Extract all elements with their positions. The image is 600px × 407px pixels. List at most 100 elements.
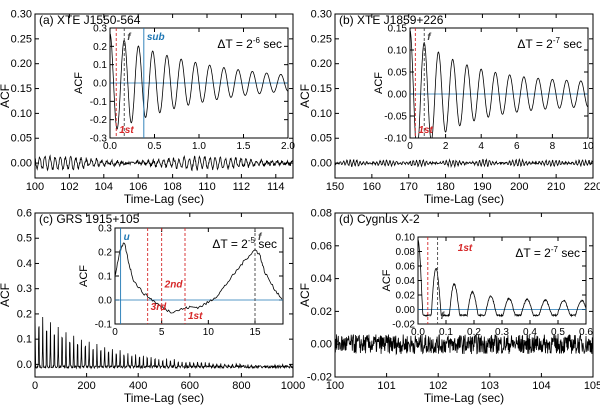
inset-a-ytick-label: 0.0 bbox=[93, 79, 107, 90]
panel-c-xlabel: Time-Lag (sec) bbox=[124, 391, 204, 405]
inset-b-ytick-label: -0.10 bbox=[384, 134, 407, 145]
inset-b-xtick-label: 0 bbox=[407, 141, 413, 152]
inset-a-series bbox=[109, 33, 288, 130]
panel-d-xtick-label: 103 bbox=[481, 380, 499, 392]
panel-c-ytick-label: 0.0 bbox=[17, 359, 32, 371]
panel-a-xtick-label: 110 bbox=[198, 181, 216, 193]
panel-a-title: (a) XTE J1550-564 bbox=[39, 13, 141, 27]
inset-a-xtick-label: 0.5 bbox=[148, 141, 162, 152]
inset-d-xtick-label: 0.4 bbox=[523, 327, 537, 338]
panel-b-ytick-label: 0.30 bbox=[311, 9, 332, 21]
inset-c-xtick-label: 15 bbox=[249, 327, 261, 338]
panel-b-xlabel: Time-Lag (sec) bbox=[424, 192, 504, 206]
inset-a-annotation: ΔT = 2-6 sec bbox=[217, 36, 282, 51]
inset-b-xtick-label: 2 bbox=[443, 141, 449, 152]
panel-c-ytick-label: 0.6 bbox=[17, 208, 32, 220]
panel-d-xlabel: Time-Lag (sec) bbox=[424, 391, 504, 405]
panel-c-ytick-label: 0.3 bbox=[17, 283, 32, 295]
panel-d-xtick-label: 105 bbox=[584, 380, 600, 392]
panel-a-xtick-label: 104 bbox=[95, 181, 113, 193]
inset-d-xtick-label: 0.2 bbox=[467, 327, 481, 338]
inset-a-xtick-label: 1.5 bbox=[237, 141, 251, 152]
inset-d-marker-label-f: f bbox=[441, 311, 446, 322]
panel-c-xtick-label: 400 bbox=[129, 380, 147, 392]
panel-b-xtick-label: 160 bbox=[363, 181, 381, 193]
inset-a-xtick-label: 1.0 bbox=[192, 141, 206, 152]
inset-b-ytick-label: 0.15 bbox=[388, 24, 408, 35]
inset-b-ytick-label: -0.05 bbox=[384, 112, 407, 123]
panel-a-ytick-label: 0.25 bbox=[11, 33, 32, 45]
panel-c-ylabel: ACF bbox=[0, 283, 12, 307]
panel-a-ytick-label: 0.00 bbox=[11, 158, 32, 170]
inset-d-series bbox=[417, 238, 587, 318]
panel-d-xtick-label: 104 bbox=[532, 380, 550, 392]
inset-d-ylabel: ACF bbox=[381, 269, 393, 291]
panel-b-ylabel: ACF bbox=[298, 84, 312, 108]
panel-b-ytick-label: 0.10 bbox=[311, 108, 332, 120]
panel-d-ytick-label: 0.04 bbox=[311, 273, 332, 285]
inset-c-ytick-label: 0.0 bbox=[98, 296, 112, 307]
inset-a-xtick-label: 2.0 bbox=[281, 141, 295, 152]
panel-c-xtick-label: 1000 bbox=[281, 380, 305, 392]
panel-c-xtick-label: 600 bbox=[181, 380, 199, 392]
inset-b-marker-label-1st: 1st bbox=[418, 125, 433, 136]
inset-d-xtick-label: 0.6 bbox=[579, 327, 593, 338]
panel-a-xtick-label: 112 bbox=[233, 181, 251, 193]
panel-a-xtick-label: 106 bbox=[129, 181, 147, 193]
panel-b-xtick-label: 210 bbox=[547, 181, 565, 193]
inset-a-marker-label-f: f bbox=[127, 32, 132, 43]
panel-b-xtick-label: 150 bbox=[326, 181, 344, 193]
panel-d-ytick-label: 0.06 bbox=[311, 240, 332, 252]
panel-d-series bbox=[334, 333, 594, 356]
inset-b-annotation: ΔT = 2-7 sec bbox=[517, 36, 582, 51]
panel-a-xtick-label: 114 bbox=[267, 181, 285, 193]
panel-c-title: (c) GRS 1915+105 bbox=[39, 212, 140, 226]
inset-d-ytick-label: 0.08 bbox=[396, 247, 416, 258]
panel-a-series bbox=[34, 154, 294, 172]
panel-d-ytick-label: -0.02 bbox=[307, 372, 332, 384]
inset-a-ytick-label: -0.1 bbox=[90, 97, 108, 108]
panel-b-ytick-label: 0.20 bbox=[311, 58, 332, 70]
panel-a-ytick-label: 0.10 bbox=[11, 108, 32, 120]
inset-a-marker-label-1st: 1st bbox=[119, 125, 134, 136]
inset-c-marker-label-2nd: 2nd bbox=[164, 280, 184, 291]
panel-b-xtick-label: 200 bbox=[510, 181, 528, 193]
panel-b-series bbox=[334, 158, 594, 169]
inset-b-xtick-label: 6 bbox=[514, 141, 520, 152]
panel-a-ytick-label: 0.30 bbox=[11, 9, 32, 21]
panel-d-xtick-label: 101 bbox=[377, 380, 395, 392]
inset-a-ytick-label: 0.1 bbox=[93, 60, 107, 71]
panel-a-xtick-label: 108 bbox=[163, 181, 181, 193]
inset-c-ytick-label: 0.2 bbox=[98, 248, 112, 259]
inset-d-xtick-label: 0.3 bbox=[495, 327, 509, 338]
panel-b-ytick-label: 0.00 bbox=[311, 158, 332, 170]
inset-d-ytick-label: 0.10 bbox=[396, 233, 416, 244]
inset-a-ytick-label: -0.2 bbox=[90, 115, 108, 126]
inset-d-ytick-label: 0.04 bbox=[396, 276, 416, 287]
inset-b-marker-label-f: f bbox=[427, 32, 432, 43]
inset-d-ytick-label: -0.02 bbox=[392, 320, 415, 331]
panel-c-ytick-label: 0.4 bbox=[17, 258, 32, 270]
panel-a-xtick-label: 102 bbox=[60, 181, 78, 193]
panel-b-xtick-label: 180 bbox=[436, 181, 454, 193]
inset-d-xtick-label: 0.5 bbox=[551, 327, 565, 338]
panel-a-ytick-label: 0.20 bbox=[11, 58, 32, 70]
inset-a-ytick-label: 0.3 bbox=[93, 24, 107, 35]
panel-b-xtick-label: 170 bbox=[400, 181, 418, 193]
inset-b-frame bbox=[409, 27, 589, 139]
panel-c-ytick-label: 0.1 bbox=[17, 334, 32, 346]
panel-a-xlabel: Time-Lag (sec) bbox=[124, 192, 204, 206]
inset-c-ylabel: ACF bbox=[78, 265, 90, 287]
inset-c-marker-label-1st: 1st bbox=[188, 311, 203, 322]
inset-a-xtick-label: 0.0 bbox=[103, 141, 117, 152]
panel-a-ytick-label: 0.05 bbox=[11, 133, 32, 145]
inset-c-series bbox=[114, 242, 283, 314]
panel-d-xtick-label: 102 bbox=[429, 380, 447, 392]
inset-c-ytick-label: 0.3 bbox=[98, 224, 112, 235]
inset-c-xtick-label: 5 bbox=[159, 327, 165, 338]
panel-c-ytick-label: 0.2 bbox=[17, 308, 32, 320]
panel-b-ytick-label: 0.25 bbox=[311, 33, 332, 45]
inset-d-ytick-label: 0.02 bbox=[396, 291, 416, 302]
inset-b-xtick-label: 4 bbox=[478, 141, 484, 152]
